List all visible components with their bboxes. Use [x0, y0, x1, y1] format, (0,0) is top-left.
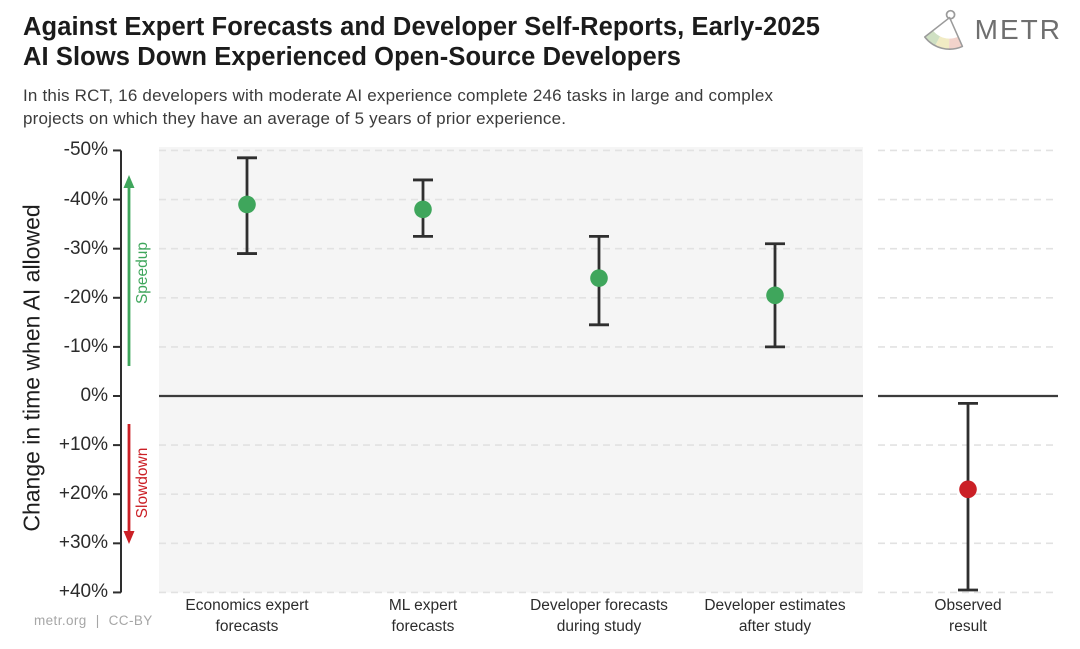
speedup-arrowhead-icon [123, 175, 135, 188]
metr-logo: METR [916, 8, 1062, 52]
data-point [590, 269, 608, 287]
data-point [959, 480, 977, 499]
x-category-label-line: Economics expert [185, 597, 309, 614]
chart-subtitle-line-1: In this RCT, 16 developers with moderate… [23, 86, 774, 105]
chart-title-line-2: AI Slows Down Experienced Open-Source De… [23, 43, 682, 71]
x-category-label: Economics expert forecasts [147, 596, 347, 637]
y-tick-label: -10% [63, 335, 108, 357]
chart-title-line-1: Against Expert Forecasts and Developer S… [23, 13, 821, 41]
data-point [238, 195, 256, 214]
attribution-site: metr.org [34, 613, 87, 628]
x-category-label-line: forecasts [391, 617, 455, 635]
attribution-license: CC-BY [108, 613, 153, 628]
x-category-label-line: after study [738, 617, 812, 635]
x-category-label-line: ML expert [388, 597, 458, 614]
slowdown-annotation: Slowdown [134, 447, 151, 519]
x-category-label-line: Developer forecasts [530, 597, 668, 614]
x-category-label-line: during study [556, 617, 642, 635]
chart-subtitle: In this RCT, 16 developers with moderate… [23, 85, 773, 130]
y-tick-label: +40% [58, 581, 108, 603]
y-tick-label: -20% [63, 286, 108, 308]
attribution: metr.org | CC-BY [34, 613, 153, 628]
y-tick-label: -40% [63, 188, 108, 210]
y-tick-label: -50% [63, 139, 108, 161]
attribution-divider: | [95, 613, 100, 628]
y-tick-label: -30% [63, 237, 108, 259]
speedup-annotation: Speedup [134, 241, 151, 305]
slowdown-arrowhead-icon [123, 531, 135, 544]
y-tick-label: +10% [58, 434, 108, 456]
forecast-panel-background [159, 147, 863, 593]
data-point [766, 286, 784, 305]
metr-fan-icon [923, 9, 963, 50]
data-point [414, 200, 432, 219]
chart-title: Against Expert Forecasts and Developer S… [23, 12, 820, 72]
x-category-label: Developer estimates after study [675, 596, 875, 637]
x-category-label: Developer forecasts during study [499, 596, 699, 637]
x-category-label: Observed result [868, 596, 1068, 637]
y-tick-label: +30% [58, 532, 108, 554]
x-category-label-line: Developer estimates [704, 597, 846, 614]
y-tick-label: +20% [58, 483, 108, 505]
x-category-label-line: forecasts [215, 617, 279, 635]
x-category-label-line: Observed [934, 597, 1002, 614]
x-category-label-line: result [949, 617, 987, 635]
metr-logo-text: METR [974, 14, 1062, 45]
x-category-label: ML expert forecasts [323, 596, 523, 637]
y-tick-label: 0% [80, 385, 108, 406]
chart-subtitle-line-2: projects on which they have an average o… [23, 108, 567, 128]
